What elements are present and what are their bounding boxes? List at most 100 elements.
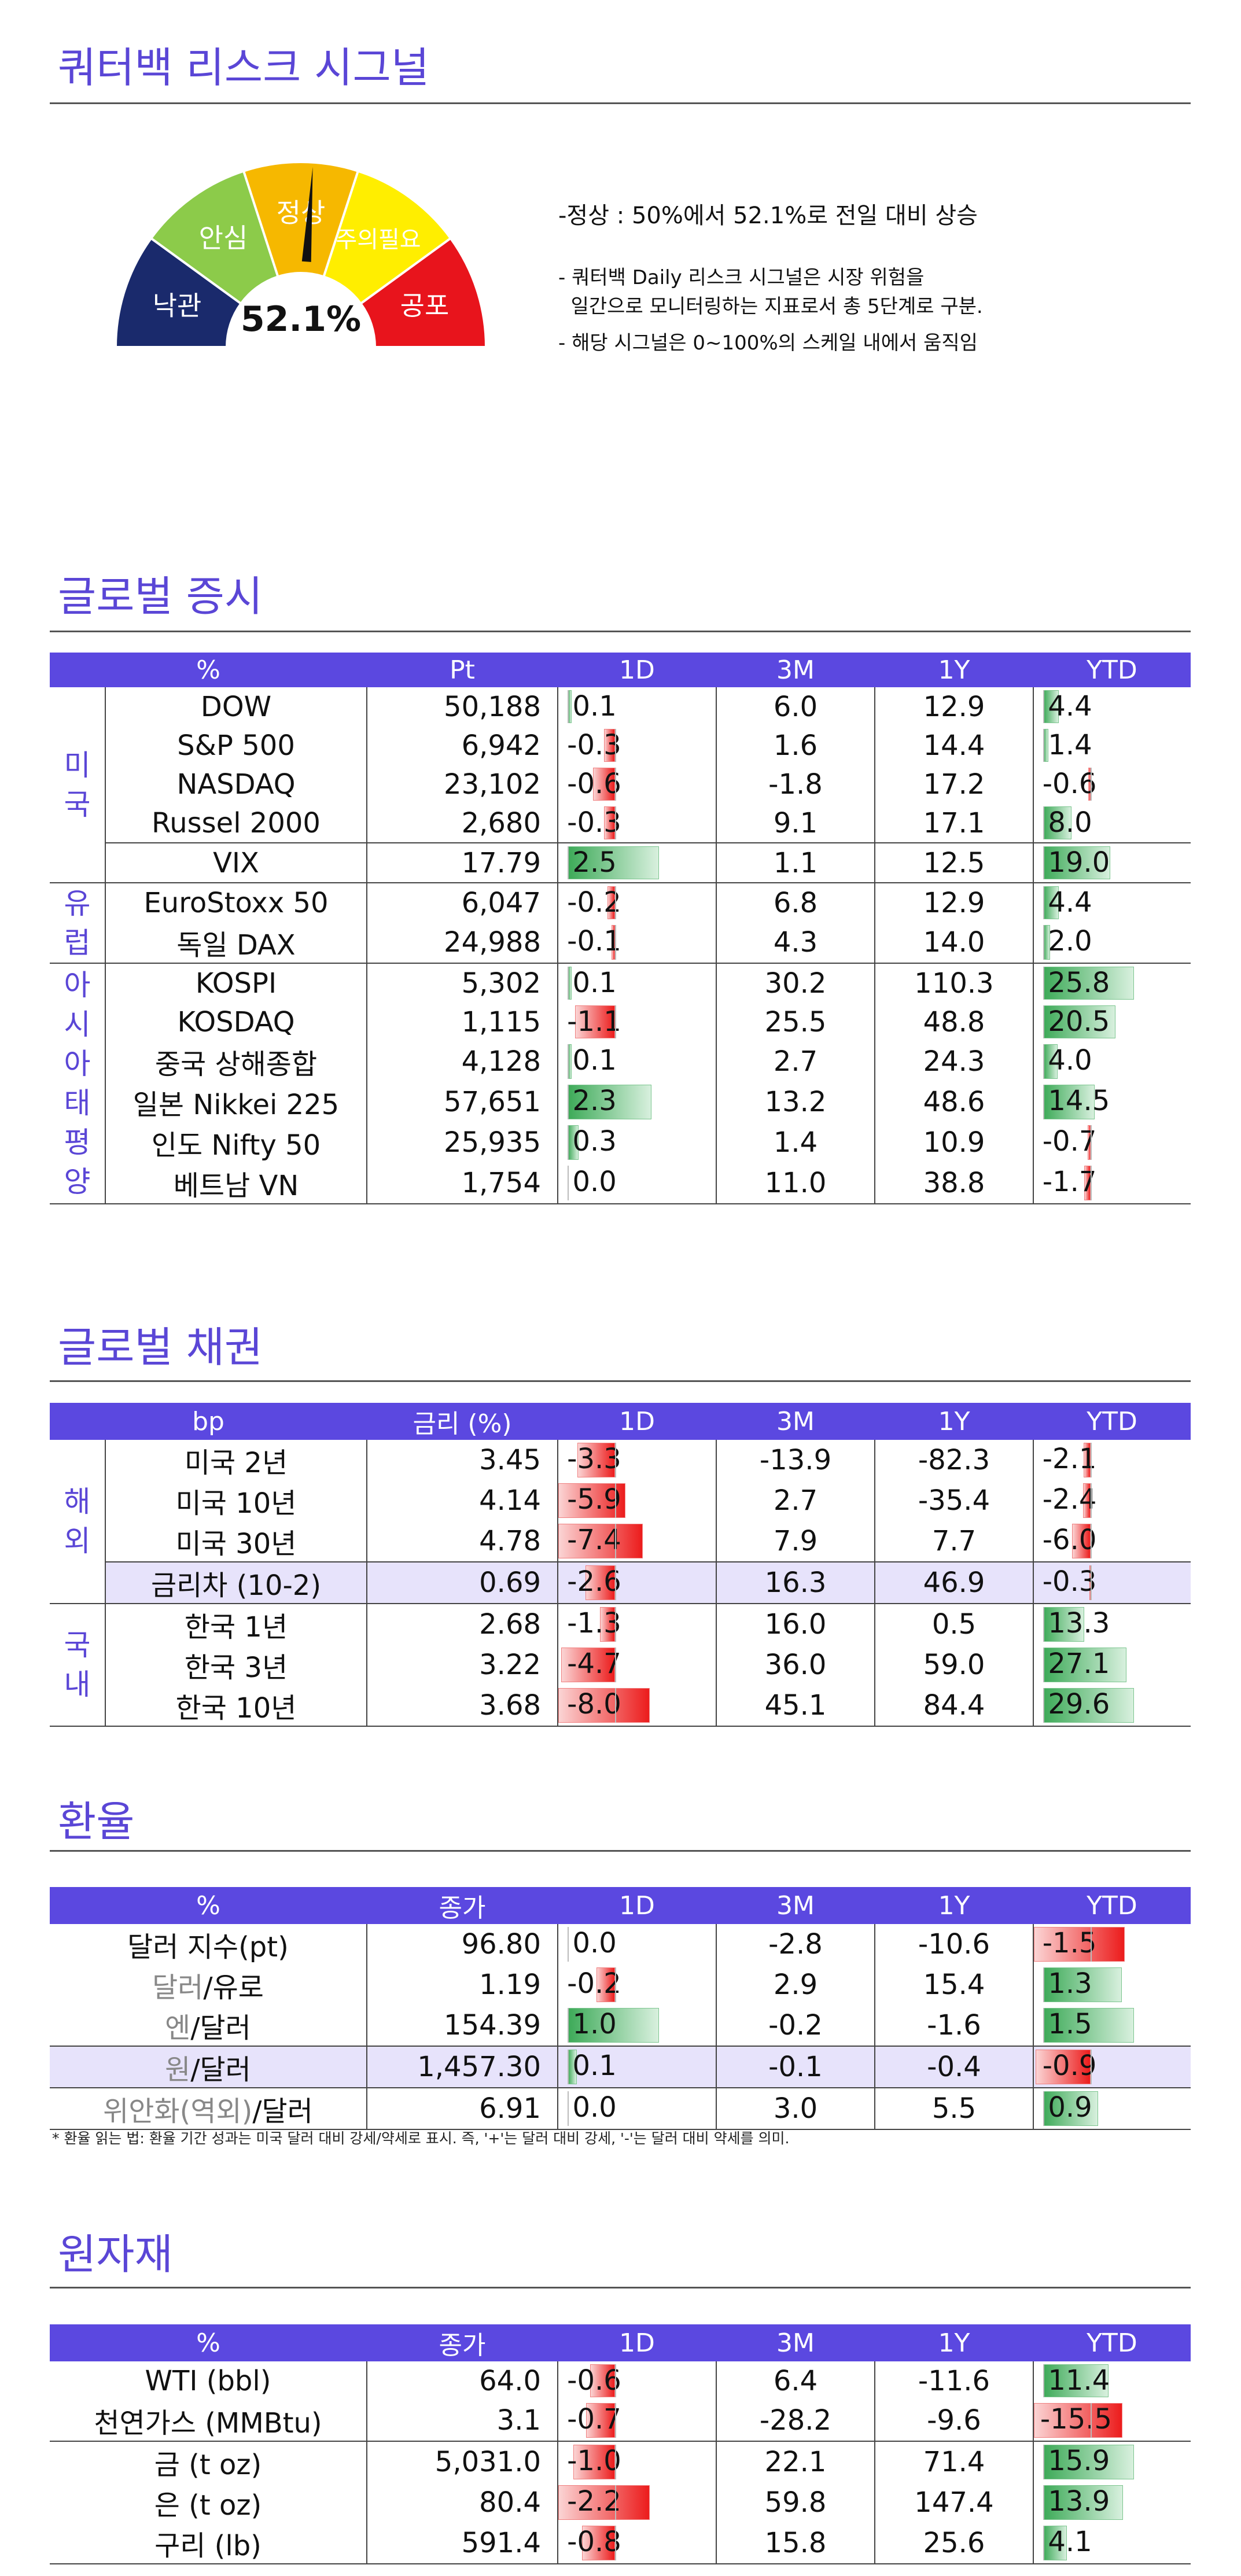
row-ytd: 11.4: [1033, 2361, 1191, 2400]
table-row: WTI (bbl) 64.0 -0.6 6.4 -11.6 11.4: [50, 2361, 1191, 2400]
table-row: 미국 30년 4.78 -7.4 7.9 7.7 -6.0: [50, 1521, 1191, 1562]
bar-value: 11.4: [1048, 2364, 1110, 2397]
row-3m: 30.2: [716, 963, 875, 1003]
row-ytd: -2.1: [1033, 1440, 1191, 1480]
commod-title: 원자재: [58, 2230, 173, 2279]
row-1d: 2.3: [558, 1082, 717, 1122]
bar-axis: [614, 925, 616, 960]
fx-quote-currency: /달러: [252, 2095, 313, 2128]
column-header: 1Y: [875, 1403, 1034, 1440]
row-label: Russel 2000: [105, 804, 367, 843]
bar-fill-positive: [1043, 886, 1059, 919]
row-1d: -1.1: [558, 1003, 717, 1041]
bar-fill-negative: [1034, 2403, 1123, 2438]
bar-value: -1.3: [567, 1607, 621, 1639]
row-3m: 1.1: [716, 843, 875, 883]
fx-base-currency: 위안화(역외): [103, 2095, 253, 2128]
row-3m: 4.3: [716, 922, 875, 964]
row-1y: 17.2: [875, 765, 1034, 804]
row-label: NASDAQ: [105, 765, 367, 804]
bar-value: -0.7: [567, 2403, 621, 2435]
row-3m: 9.1: [716, 804, 875, 843]
row-1y: 10.9: [875, 1122, 1034, 1163]
bar-axis: [614, 1443, 616, 1477]
bar-fill-negative: [1071, 1524, 1091, 1558]
row-level: 5,302: [367, 963, 558, 1003]
bar-axis: [568, 967, 569, 1000]
bar-axis: [614, 2403, 616, 2438]
bonds-title-rule: [50, 1380, 1191, 1382]
table-row: 국 내 한국 1년 2.68 -1.3 16.0 0.5 13.3: [50, 1604, 1191, 1727]
row-1d: -0.8: [558, 2523, 717, 2564]
fx-table: % 종가 1D 3M 1Y YTD 달러 지수(pt) 96.80 0.0 -2.8 -10.6-…: [50, 1887, 1191, 2130]
bar-fill-positive: [1043, 967, 1135, 1000]
row-ytd: 1.4: [1033, 726, 1191, 765]
row-label: KOSPI: [105, 963, 367, 1003]
column-header: YTD: [1033, 1403, 1191, 1440]
bar-axis: [1043, 2008, 1045, 2043]
row-level: 1,115: [367, 1003, 558, 1041]
row-label: 미국 10년: [105, 1480, 368, 1521]
bar-fill-negative: [600, 1607, 615, 1642]
row-label: EuroStoxx 50: [105, 883, 367, 922]
bar-fill-negative: [575, 1005, 615, 1038]
row-1y: 71.4: [875, 2441, 1034, 2482]
row-level: 23,102: [367, 765, 558, 804]
row-ytd: 20.5: [1033, 1003, 1191, 1041]
table-row: 해 외 미국 2년 3.45 -3.3 -13.9 -82.3 -2.1: [50, 1440, 1191, 1604]
bar-axis: [1043, 2445, 1045, 2479]
row-3m: -0.2: [716, 2005, 875, 2047]
table-row: 아 시 아 태 평 양 KOSPI 5,302 0.1 30.2 110.3 25.8: [50, 963, 1191, 1204]
bar-fill-negative: [573, 2445, 615, 2479]
bar-value: -0.1: [567, 925, 621, 957]
row-1y: 110.3: [875, 963, 1034, 1003]
row-3m: 36.0: [716, 1645, 876, 1685]
bar-fill-negative: [1082, 1483, 1091, 1518]
row-1d: -3.3: [558, 1440, 717, 1480]
table-row: 미국 10년 4.14 -5.9 2.7 -35.4 -2.4: [50, 1480, 1191, 1521]
row-3m: -2.8: [716, 1924, 875, 1965]
bar-axis: [1090, 1443, 1092, 1477]
row-1d: -0.2: [558, 1965, 717, 2005]
fx-base-currency: 엔: [165, 2012, 191, 2044]
bar-value: 29.6: [1048, 1688, 1110, 1720]
table-row: 금리차 (10-2) 0.69 -2.6 16.3 46.9 -0.3: [50, 1562, 1191, 1604]
row-ytd: 14.5: [1033, 1082, 1191, 1122]
bar-axis: [1090, 1927, 1092, 1962]
row-ytd: 25.8: [1033, 963, 1191, 1003]
row-level: 25,935: [367, 1122, 558, 1163]
row-level: 80.4: [367, 2482, 558, 2523]
risk-note-2: 일간으로 모니터링하는 지표로서 총 5단계로 구분.: [558, 295, 983, 318]
row-ytd: -0.6: [1033, 765, 1191, 804]
row-1y: 84.4: [875, 1685, 1034, 1727]
bar-fill-negative: [611, 925, 615, 960]
row-1y: -1.6: [875, 2005, 1034, 2047]
row-level: 3.45: [367, 1440, 559, 1480]
bar-axis: [1090, 1483, 1092, 1518]
row-1d: -0.2: [558, 883, 717, 922]
gauge-label-2: 안심: [199, 223, 248, 254]
bar-value: 2.0: [1048, 925, 1092, 957]
bar-value: 0.1: [572, 690, 617, 723]
bar-value: -3.3: [567, 1443, 621, 1475]
column-header: 1Y: [875, 1887, 1033, 1924]
row-ytd: 8.0: [1033, 804, 1191, 843]
bar-axis: [1043, 2364, 1045, 2397]
bar-value: 0.1: [572, 1044, 617, 1077]
row-ytd: 13.3: [1033, 1604, 1191, 1645]
bar-fill-negative: [590, 2364, 615, 2397]
bar-value: 14.5: [1048, 1085, 1110, 1117]
row-level: 2.68: [367, 1604, 559, 1645]
column-header: 1Y: [875, 653, 1033, 687]
row-1y: 15.4: [875, 1965, 1034, 2005]
bar-fill-positive: [1043, 1005, 1116, 1038]
column-header: 1Y: [875, 2324, 1033, 2361]
stocks-table: % Pt 1D 3M 1Y YTD 미 국 DOW 50,188 0.1 6.0 12.9 4.4 S&P…: [50, 653, 1191, 1204]
row-ytd: 1.5: [1033, 2005, 1191, 2047]
column-header: YTD: [1033, 653, 1191, 687]
bar-axis: [568, 690, 569, 723]
row-label: 인도 Nifty 50: [105, 1122, 367, 1163]
row-level: 0.69: [367, 1562, 559, 1604]
row-label: 중국 상해종합: [105, 1041, 367, 1082]
